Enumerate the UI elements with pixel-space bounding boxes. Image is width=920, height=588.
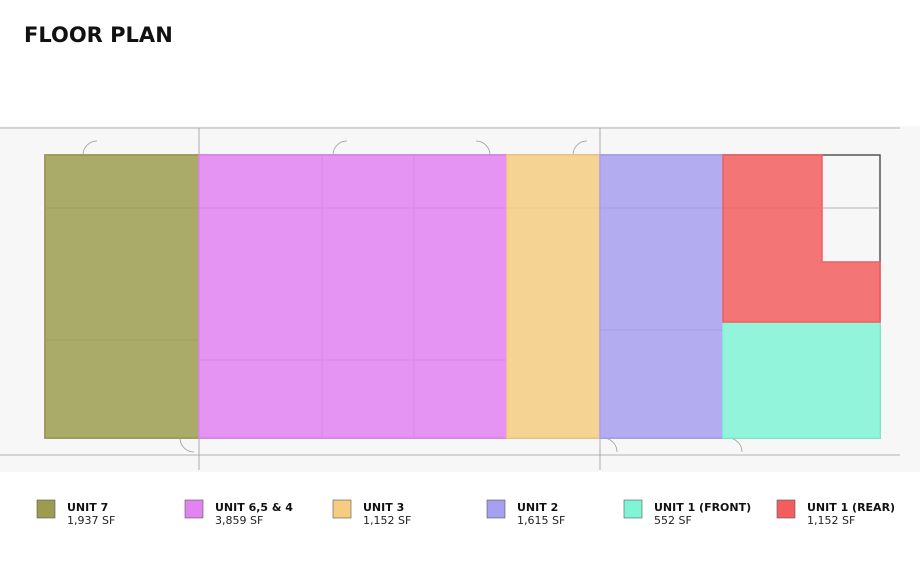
legend-swatch	[776, 499, 796, 519]
page-title: FLOOR PLAN	[24, 23, 173, 47]
legend-area: 1,152 SF	[807, 514, 855, 527]
legend-swatch	[623, 499, 643, 519]
unit-area	[506, 154, 601, 439]
legend-area: 1,152 SF	[363, 514, 411, 527]
unit-area	[198, 154, 508, 439]
unit-area	[722, 154, 881, 323]
unit-area	[44, 154, 200, 439]
legend-area: 3,859 SF	[215, 514, 263, 527]
legend-name: UNIT 7	[67, 501, 108, 514]
legend-area: 1,615 SF	[517, 514, 565, 527]
legend-swatch	[36, 499, 56, 519]
unit-area	[599, 154, 724, 439]
legend-swatch	[332, 499, 352, 519]
legend-name: UNIT 1 (REAR)	[807, 501, 895, 514]
legend-name: UNIT 2	[517, 501, 558, 514]
unit-area	[722, 321, 881, 439]
legend-name: UNIT 6,5 & 4	[215, 501, 293, 514]
legend-area: 552 SF	[654, 514, 692, 527]
legend-swatch	[184, 499, 204, 519]
legend-swatch	[486, 499, 506, 519]
legend-area: 1,937 SF	[67, 514, 115, 527]
legend-name: UNIT 1 (FRONT)	[654, 501, 751, 514]
legend-name: UNIT 3	[363, 501, 404, 514]
